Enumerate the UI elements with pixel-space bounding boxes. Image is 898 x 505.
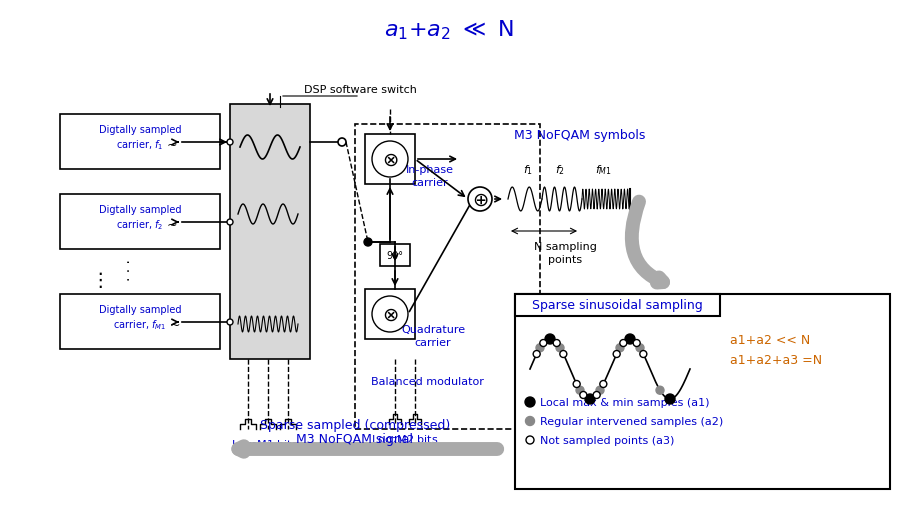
Text: ~: ~ [167, 138, 177, 151]
Circle shape [338, 139, 346, 147]
Text: Sparse sinusoidal sampling: Sparse sinusoidal sampling [532, 298, 702, 311]
Text: $\oplus$: $\oplus$ [471, 190, 489, 209]
Circle shape [580, 392, 586, 398]
Text: $f_1$: $f_1$ [523, 163, 533, 177]
Text: $\mathrm{Log_2}$M1 bits: $\mathrm{Log_2}$M1 bits [232, 437, 299, 451]
Bar [365, 135, 415, 185]
Circle shape [620, 340, 627, 347]
Circle shape [585, 394, 595, 404]
Circle shape [559, 351, 567, 358]
Circle shape [227, 319, 233, 325]
Circle shape [227, 140, 233, 146]
Bar [365, 289, 415, 339]
Text: · · ·: · · · [123, 259, 137, 280]
Circle shape [656, 386, 664, 394]
Circle shape [616, 344, 624, 352]
Text: ~: ~ [167, 218, 177, 231]
Bar [230, 105, 310, 359]
Circle shape [372, 142, 408, 178]
Circle shape [625, 334, 635, 344]
Bar [355, 125, 540, 429]
Circle shape [553, 340, 560, 347]
Text: carrier, $f_2$: carrier, $f_2$ [117, 218, 163, 231]
Circle shape [596, 386, 604, 394]
Circle shape [533, 351, 541, 358]
Text: 90°: 90° [386, 250, 403, 261]
Circle shape [227, 220, 233, 226]
Text: a1+a2+a3 =N: a1+a2+a3 =N [730, 353, 823, 366]
Text: $\otimes$: $\otimes$ [382, 305, 399, 324]
Circle shape [526, 436, 534, 444]
Text: carrier: carrier [411, 178, 448, 188]
Text: carrier, $f_{M1}$: carrier, $f_{M1}$ [113, 318, 167, 331]
Text: M3 NoFQAM signal: M3 NoFQAM signal [296, 433, 413, 445]
Circle shape [536, 344, 544, 352]
Circle shape [576, 386, 584, 394]
Text: carrier, $f_1$: carrier, $f_1$ [117, 138, 163, 152]
Text: Not sampled points (a3): Not sampled points (a3) [540, 435, 674, 445]
Circle shape [525, 417, 534, 426]
Circle shape [636, 344, 644, 352]
Bar [515, 294, 890, 489]
Circle shape [594, 392, 600, 398]
Circle shape [540, 340, 547, 347]
Text: In-phase: In-phase [406, 165, 454, 175]
Text: Local max & min samples (a1): Local max & min samples (a1) [540, 397, 709, 407]
Circle shape [556, 344, 564, 352]
Text: $f_{M1}$: $f_{M1}$ [594, 163, 612, 177]
Bar [60, 294, 220, 349]
Text: Regular intervened samples (a2): Regular intervened samples (a2) [540, 416, 723, 426]
Circle shape [372, 296, 408, 332]
Bar [60, 115, 220, 170]
Bar [60, 194, 220, 249]
Circle shape [364, 238, 372, 246]
Circle shape [613, 351, 621, 358]
Circle shape [525, 397, 535, 407]
Text: $a_1$+$a_2$ $\ll$ N: $a_1$+$a_2$ $\ll$ N [384, 18, 514, 42]
Text: DSP software switch: DSP software switch [304, 85, 417, 95]
Text: $\otimes$: $\otimes$ [382, 150, 399, 169]
Circle shape [573, 381, 580, 388]
Text: $f_2$: $f_2$ [555, 163, 565, 177]
Text: a1+a2 << N: a1+a2 << N [730, 333, 810, 346]
Text: $\mathrm{Log_2}$M2 bits: $\mathrm{Log_2}$M2 bits [371, 432, 439, 446]
Text: Quadrature: Quadrature [401, 324, 465, 334]
Circle shape [545, 334, 555, 344]
Bar [515, 294, 720, 316]
Circle shape [600, 381, 607, 388]
Text: Digtally sampled: Digtally sampled [99, 125, 181, 135]
Text: points: points [548, 255, 582, 265]
Circle shape [468, 188, 492, 212]
Bar [380, 244, 410, 267]
Text: Digtally sampled: Digtally sampled [99, 305, 181, 315]
Text: M3 NoFQAM symbols: M3 NoFQAM symbols [515, 128, 646, 141]
Circle shape [665, 394, 675, 404]
Text: ~: ~ [170, 318, 180, 331]
Circle shape [640, 351, 647, 358]
Text: ⋮: ⋮ [91, 270, 110, 289]
Circle shape [633, 340, 640, 347]
Text: carrier: carrier [415, 337, 452, 347]
Text: N sampling: N sampling [533, 241, 596, 251]
Text: Balanced modulator: Balanced modulator [371, 376, 483, 386]
Text: Digtally sampled: Digtally sampled [99, 205, 181, 215]
Text: Sparse sampled (compressed): Sparse sampled (compressed) [260, 418, 450, 431]
